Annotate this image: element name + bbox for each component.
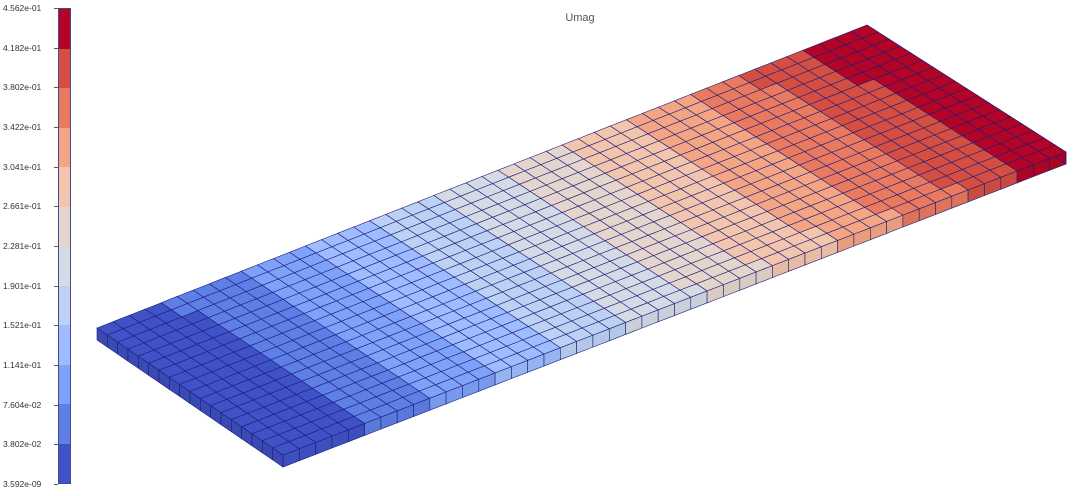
legend-tick-mark — [54, 166, 58, 168]
legend-tick-mark — [54, 47, 58, 49]
legend-tick-mark — [54, 8, 58, 9]
legend-tick-mark — [54, 365, 58, 366]
colorbar-segment — [59, 206, 70, 246]
colorbar-segment — [59, 9, 70, 49]
colorbar-segment — [59, 364, 70, 404]
colorbar-segment — [59, 48, 70, 88]
legend-tick-mark — [54, 127, 58, 128]
legend-tick-label: 2.281e-01 — [3, 241, 42, 251]
legend-tick-label: 3.802e-01 — [3, 82, 42, 93]
legend-tick-label: 1.141e-01 — [3, 360, 42, 370]
legend-tick-label: 1.901e-01 — [3, 280, 42, 291]
legend-tick-label: 2.661e-01 — [3, 201, 42, 212]
legend-tick-label: 3.041e-01 — [3, 161, 42, 172]
colorbar-segment — [59, 127, 70, 167]
plot-title: Umag — [565, 12, 595, 24]
legend-tick-label: 4.562e-01 — [3, 3, 42, 13]
legend-tick-mark — [54, 206, 58, 208]
color-legend: 4.562e-01 4.182e-01 3.802e-01 3.422e-01 3.04… — [0, 0, 80, 496]
colorbar-segment — [59, 325, 70, 365]
plate-top-face — [96, 24, 1067, 456]
legend-tick-mark — [54, 404, 58, 406]
legend-tick-mark — [54, 325, 58, 327]
legend-tick-label: 4.182e-01 — [3, 42, 42, 53]
legend-tick-label: 7.604e-02 — [3, 399, 42, 410]
legend-tick-mark — [54, 246, 58, 247]
legend-tick-label: 3.802e-02 — [3, 439, 42, 450]
colorbar-segment — [59, 404, 70, 444]
colorbar-segment — [59, 88, 70, 128]
legend-tick-mark — [54, 444, 58, 446]
legend-tick-mark — [54, 87, 58, 89]
colorbar-segment — [59, 285, 70, 325]
legend-tick-mark — [54, 484, 58, 485]
colorbar-segment — [59, 443, 70, 483]
legend-tick-mark — [54, 285, 58, 287]
legend-tick-label: 1.521e-01 — [3, 320, 42, 331]
legend-tick-label: 3.592e-09 — [3, 479, 42, 489]
colorbar-segment — [59, 246, 70, 286]
colorbar — [58, 8, 71, 484]
mesh-element — [1037, 144, 1067, 159]
legend-tick-label: 3.422e-01 — [3, 122, 42, 132]
colorbar-segment — [59, 167, 70, 207]
